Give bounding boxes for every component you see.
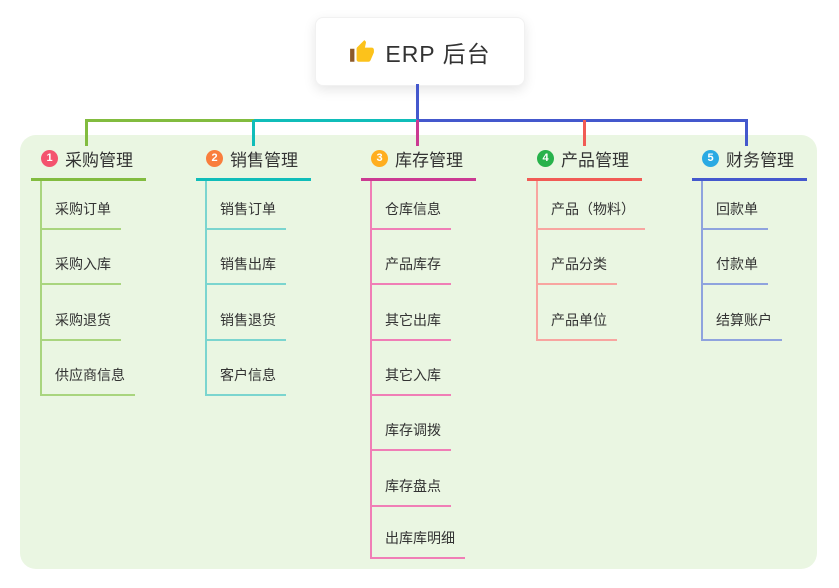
child-node-label: 销售订单 [220, 201, 276, 217]
child-node-label: 产品（物料） [551, 201, 635, 217]
child-node-label: 结算账户 [716, 312, 772, 328]
branch-node-1[interactable]: 1 采购管理 [31, 147, 146, 181]
root-connector-line [416, 84, 419, 122]
branch-children-connector [701, 181, 703, 341]
branch-node-2[interactable]: 2 销售管理 [196, 147, 311, 181]
child-node-label: 采购入库 [55, 256, 111, 272]
child-node[interactable]: 仓库信息 [370, 196, 451, 230]
branch-drop-line-5 [745, 120, 748, 146]
child-node[interactable]: 采购订单 [40, 196, 121, 230]
branch-drop-line-3 [416, 120, 419, 146]
branch-drop-line-4 [583, 120, 586, 146]
root-node[interactable]: ERP 后台 [315, 17, 525, 86]
child-node[interactable]: 客户信息 [205, 362, 286, 396]
child-node[interactable]: 回款单 [701, 196, 768, 230]
child-node[interactable]: 付款单 [701, 251, 768, 285]
child-node-label: 出库库明细 [385, 530, 455, 546]
child-node-label: 采购退货 [55, 312, 111, 328]
child-node[interactable]: 产品库存 [370, 251, 451, 285]
child-node-label: 销售出库 [220, 256, 276, 272]
child-node-label: 回款单 [716, 201, 758, 217]
branch-drop-line-1 [85, 120, 88, 146]
child-node[interactable]: 产品（物料） [536, 196, 645, 230]
branch-node-5[interactable]: 5 财务管理 [692, 147, 807, 181]
root-node-label: ERP 后台 [385, 40, 491, 67]
child-node[interactable]: 采购退货 [40, 307, 121, 341]
child-node[interactable]: 产品单位 [536, 307, 617, 341]
child-node[interactable]: 出库库明细 [370, 525, 465, 559]
child-node[interactable]: 销售出库 [205, 251, 286, 285]
branch-title-label: 财务管理 [726, 150, 794, 170]
branch-title-label: 产品管理 [561, 150, 629, 170]
branch-number-badge: 2 [206, 149, 223, 167]
child-node-label: 付款单 [716, 256, 758, 272]
bus-segment-blue [417, 119, 748, 122]
child-node[interactable]: 销售订单 [205, 196, 286, 230]
child-node-label: 客户信息 [220, 367, 276, 383]
branch-drop-line-2 [252, 120, 255, 146]
branch-number-badge: 1 [41, 149, 58, 167]
branch-number-badge: 3 [371, 149, 388, 167]
thumbs-up-icon [350, 39, 375, 62]
branch-children-connector [370, 181, 372, 559]
branch-children-connector [40, 181, 42, 396]
child-node-label: 库存盘点 [385, 478, 441, 494]
branch-title-label: 采购管理 [65, 150, 133, 170]
branch-title-label: 库存管理 [395, 150, 463, 170]
branch-title-label: 销售管理 [230, 150, 298, 170]
branch-children-connector [205, 181, 207, 396]
branch-children-connector [536, 181, 538, 341]
child-node-label: 产品单位 [551, 312, 607, 328]
child-node-label: 其它出库 [385, 312, 441, 328]
child-node-label: 销售退货 [220, 312, 276, 328]
child-node[interactable]: 供应商信息 [40, 362, 135, 396]
child-node-label: 仓库信息 [385, 201, 441, 217]
child-node[interactable]: 结算账户 [701, 307, 782, 341]
branch-node-4[interactable]: 4 产品管理 [527, 147, 642, 181]
child-node[interactable]: 销售退货 [205, 307, 286, 341]
branches-panel [20, 135, 817, 569]
child-node-label: 供应商信息 [55, 367, 125, 383]
child-node[interactable]: 库存调拨 [370, 417, 451, 451]
child-node-label: 产品库存 [385, 256, 441, 272]
child-node-label: 其它入库 [385, 367, 441, 383]
child-node[interactable]: 其它入库 [370, 362, 451, 396]
bus-segment-teal [254, 119, 418, 122]
child-node[interactable]: 采购入库 [40, 251, 121, 285]
branch-number-badge: 5 [702, 149, 719, 167]
child-node[interactable]: 其它出库 [370, 307, 451, 341]
child-node[interactable]: 产品分类 [536, 251, 617, 285]
child-node-label: 产品分类 [551, 256, 607, 272]
bus-segment-green [85, 119, 255, 122]
child-node-label: 库存调拨 [385, 422, 441, 438]
child-node[interactable]: 库存盘点 [370, 473, 451, 507]
child-node-label: 采购订单 [55, 201, 111, 217]
branch-node-3[interactable]: 3 库存管理 [361, 147, 476, 181]
branch-number-badge: 4 [537, 149, 554, 167]
